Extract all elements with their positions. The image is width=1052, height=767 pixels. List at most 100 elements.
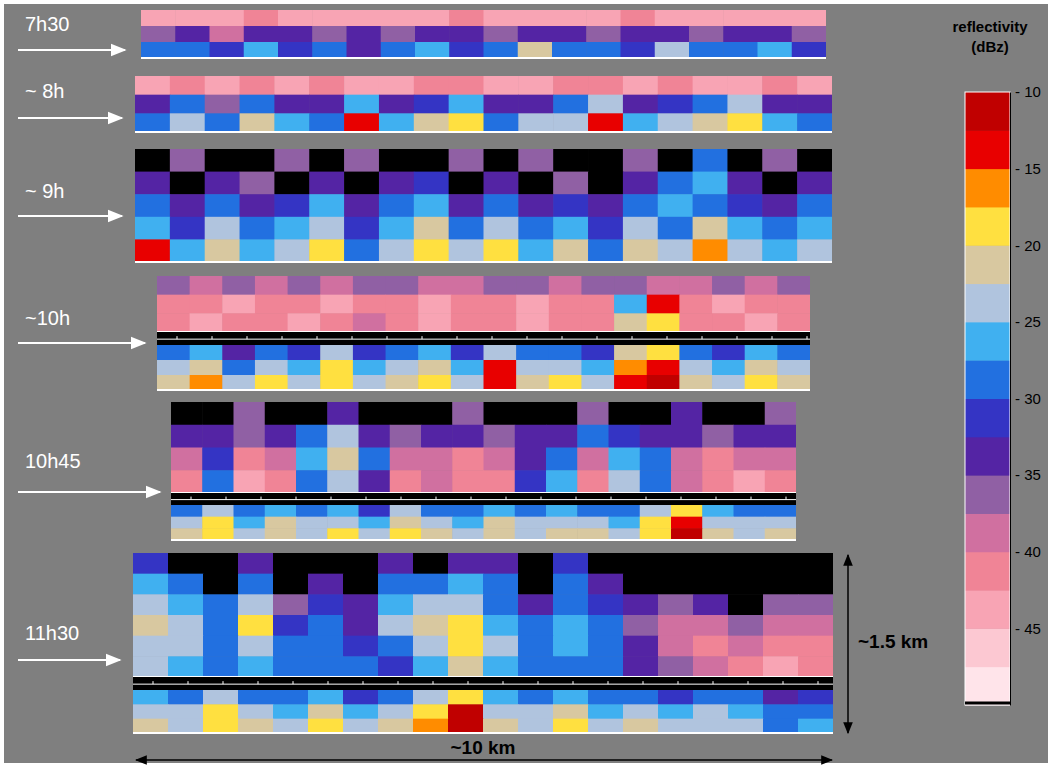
cell (238, 690, 274, 705)
cell (689, 42, 724, 58)
cell (327, 470, 359, 493)
cell (588, 656, 624, 677)
cell (205, 239, 240, 262)
colorbar-bin (965, 169, 1010, 208)
cell (320, 360, 353, 376)
cell (378, 636, 414, 657)
cell (693, 217, 728, 240)
colorbar-bin (965, 399, 1010, 438)
cell (640, 425, 672, 448)
cell (413, 636, 449, 657)
cell (588, 95, 623, 114)
cell (762, 76, 797, 95)
cell (168, 574, 204, 595)
cell (312, 26, 347, 43)
cell (205, 217, 240, 240)
cell (273, 719, 309, 733)
cell (240, 95, 275, 114)
cell (157, 313, 190, 332)
cell (658, 194, 693, 217)
cell (344, 95, 379, 114)
cell (308, 704, 344, 719)
cell (378, 594, 414, 615)
cell (483, 636, 519, 657)
cell (202, 425, 234, 448)
cell (278, 26, 313, 43)
cell (344, 194, 379, 217)
cell (727, 76, 762, 95)
cell (168, 553, 204, 574)
cell (797, 194, 832, 217)
cell (309, 113, 344, 132)
separator-tick (258, 681, 259, 684)
cell (483, 594, 519, 615)
cell (658, 615, 694, 636)
cell (203, 656, 239, 677)
cell (518, 76, 553, 95)
cell (588, 719, 624, 733)
cell (588, 113, 623, 132)
cell (168, 656, 204, 677)
strip (133, 553, 833, 677)
cell (171, 402, 203, 425)
cell (671, 528, 703, 540)
panel (157, 276, 811, 391)
cell (553, 553, 589, 574)
cell (414, 194, 449, 217)
cell (792, 42, 826, 58)
separator-tick (748, 681, 749, 684)
cell (133, 553, 169, 574)
cell (586, 10, 621, 27)
cell (175, 26, 210, 43)
cell (647, 345, 680, 361)
separator-tick (401, 497, 402, 500)
separator-tick (611, 497, 612, 500)
cell (133, 719, 169, 733)
separator-tick (433, 681, 434, 684)
cell (170, 95, 205, 114)
colorbar-tick-label: - 40 (1015, 543, 1041, 560)
cell (238, 574, 274, 595)
cell (792, 26, 826, 43)
cell (693, 149, 728, 172)
cell (386, 345, 419, 361)
cell (205, 172, 240, 195)
cell (484, 10, 519, 27)
cell (343, 704, 379, 719)
cell (623, 615, 659, 636)
cell (609, 425, 641, 448)
cell (483, 704, 519, 719)
cell (679, 313, 712, 332)
separator-tick (786, 497, 787, 500)
cell (549, 276, 582, 295)
cell (265, 505, 297, 517)
cell (421, 448, 453, 471)
cell (763, 719, 799, 733)
cell (518, 10, 553, 27)
cell (222, 276, 255, 295)
strip (157, 345, 810, 390)
cell (359, 528, 391, 540)
cell (168, 719, 204, 733)
cell (518, 594, 554, 615)
cell (133, 690, 169, 705)
cell (658, 594, 694, 615)
cell (693, 76, 728, 95)
colorbar-bin (965, 130, 1010, 169)
cell (448, 553, 484, 574)
cell (210, 10, 245, 27)
cell (763, 615, 799, 636)
cell (609, 402, 641, 425)
cell (202, 505, 234, 517)
cell (745, 345, 778, 361)
cell (202, 448, 234, 471)
cell (168, 690, 204, 705)
separator-tick (538, 681, 539, 684)
cell (418, 375, 451, 390)
cell (210, 26, 245, 43)
separator-tick (751, 497, 752, 500)
cell (745, 313, 778, 332)
cell (647, 375, 680, 390)
cell (309, 149, 344, 172)
cell (308, 690, 344, 705)
